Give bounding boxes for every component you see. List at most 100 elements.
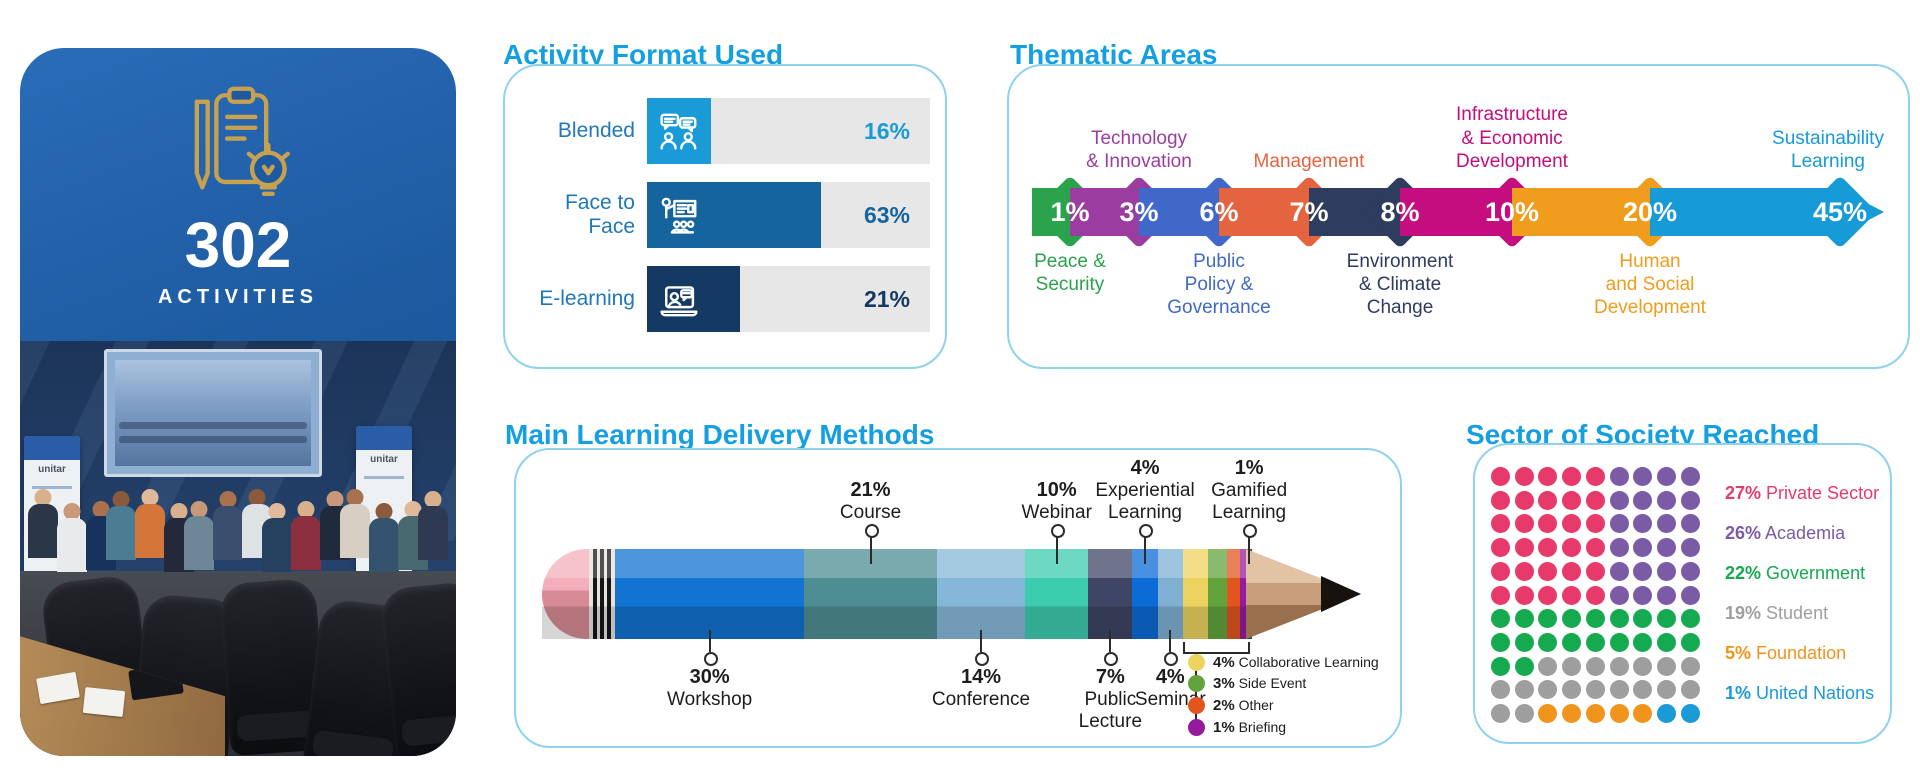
thematic-value: 10% [1484,197,1540,227]
waffle-dot [1491,514,1510,534]
activity-bar-value: 21% [863,285,910,312]
legend-label: 4% Collaborative Learning [1213,653,1379,671]
waffle-dot [1633,490,1653,510]
waffle-dot [1609,656,1629,676]
delivery-label: Conference [931,689,1031,710]
waffle-dot [1585,609,1605,629]
chair-seat [401,712,456,747]
callout-line [1248,535,1251,564]
waffle-dot [1562,490,1582,510]
waffle-dot [1680,585,1700,605]
person-body [369,518,399,572]
waffle-dot [1562,561,1582,581]
delivery-legend-item: 3% Side Event [1188,673,1306,693]
callout-dot-icon [864,524,879,538]
thematic-value: 1% [1050,197,1090,227]
pencil-segment [936,549,1026,639]
bracket [1182,642,1250,654]
waffle-dot [1538,585,1558,605]
waffle-dot [1585,490,1605,510]
person-head [424,491,442,508]
delivery-methods-title: Main Learning Delivery Methods [505,419,935,451]
person-head [297,501,315,518]
person [57,503,87,575]
thematic-label: Infrastructure & Economic Development [1456,104,1568,172]
waffle-dot [1514,585,1534,605]
activity-row: E-learning 21% [517,266,930,332]
waffle-dot [1491,680,1510,700]
waffle-dot [1680,609,1700,629]
delivery-label: Public Lecture [1078,689,1143,732]
waffle-dot [1538,632,1558,652]
person-body [184,516,214,570]
delivery-legend-item: 2% Other [1188,695,1274,715]
waffle-dot [1538,538,1558,558]
delivery-legend-item: 4% Collaborative Learning [1188,652,1379,672]
delivery-value: 21% [850,479,891,502]
waffle-dot [1656,656,1676,676]
thematic-value: 45% [1812,197,1868,227]
callout-line [869,535,872,564]
waffle-dot [1656,467,1676,486]
person-body [262,518,292,572]
legend-dot-icon [1188,696,1205,714]
waffle-dot [1562,680,1582,700]
discussion-icon [647,99,711,163]
activity-label: Blended [557,119,635,142]
waffle-dot [1585,561,1605,581]
delivery-methods-panel: 30% Workshop 21% Course 14% Conference 10% Webi… [514,448,1402,748]
callout-dot-icon [703,652,718,666]
waffle-dot [1585,656,1605,676]
person-head [248,489,266,506]
sector-legend-item: 19% Student [1725,603,1829,623]
waffle-dot [1538,680,1558,700]
waffle-dot [1609,680,1629,700]
waffle-dot [1609,609,1629,629]
waffle-dot [1514,632,1534,652]
callout-line [1169,630,1172,652]
screen-table-row [119,436,307,443]
thematic-label: Public Policy & Governance [1167,251,1271,319]
legend-dot-icon [1188,653,1205,671]
waffle-dot [1491,609,1510,629]
pencil-eraser [542,549,589,639]
paper [36,671,80,705]
projection-screen [104,349,322,477]
delivery-label: Workshop [667,689,753,710]
delivery-value: 4% [1155,666,1185,688]
activity-row: Face to Face 63% [517,182,930,248]
delivery-value: 4% [1130,457,1160,480]
thematic-label: Peace & Security [1034,251,1106,296]
callout-line [1144,535,1147,564]
waffle-dot [1680,538,1700,558]
thematic-areas-panel: 1% Peace & Security 3% Technology & Innovat… [1007,64,1910,369]
waffle-dot [1633,585,1653,605]
waffle-dot [1585,538,1605,558]
waffle-dot [1585,585,1605,605]
callout-line [1109,630,1112,652]
waffle-dot [1609,632,1629,652]
banner-header-band [24,436,80,460]
waffle-dot [1680,680,1700,700]
clipboard-lightbulb-icon [173,82,303,211]
activity-label: E-learning [539,287,635,310]
waffle-dot [1538,514,1558,534]
person [369,503,399,575]
delivery-methods-chart: 30% Workshop 21% Course 14% Conference 10% Webi… [516,450,1400,746]
person-body [340,504,370,558]
waffle-dot [1514,514,1534,534]
waffle-dot [1656,561,1676,581]
elearning-icon [647,267,711,331]
chair-seat [311,729,395,756]
thematic-areas-chart: 1% Peace & Security 3% Technology & Innovat… [1009,66,1908,367]
waffle-dot [1609,467,1629,486]
banner-logo-text: unitar [38,464,66,475]
waffle-dot [1656,704,1676,723]
pencil-segment [1208,549,1227,639]
waffle-dot [1562,704,1582,723]
waffle-dot [1656,585,1676,605]
callout-line [1055,535,1058,564]
callout-dot-icon [974,652,989,666]
waffle-dot [1491,656,1510,676]
